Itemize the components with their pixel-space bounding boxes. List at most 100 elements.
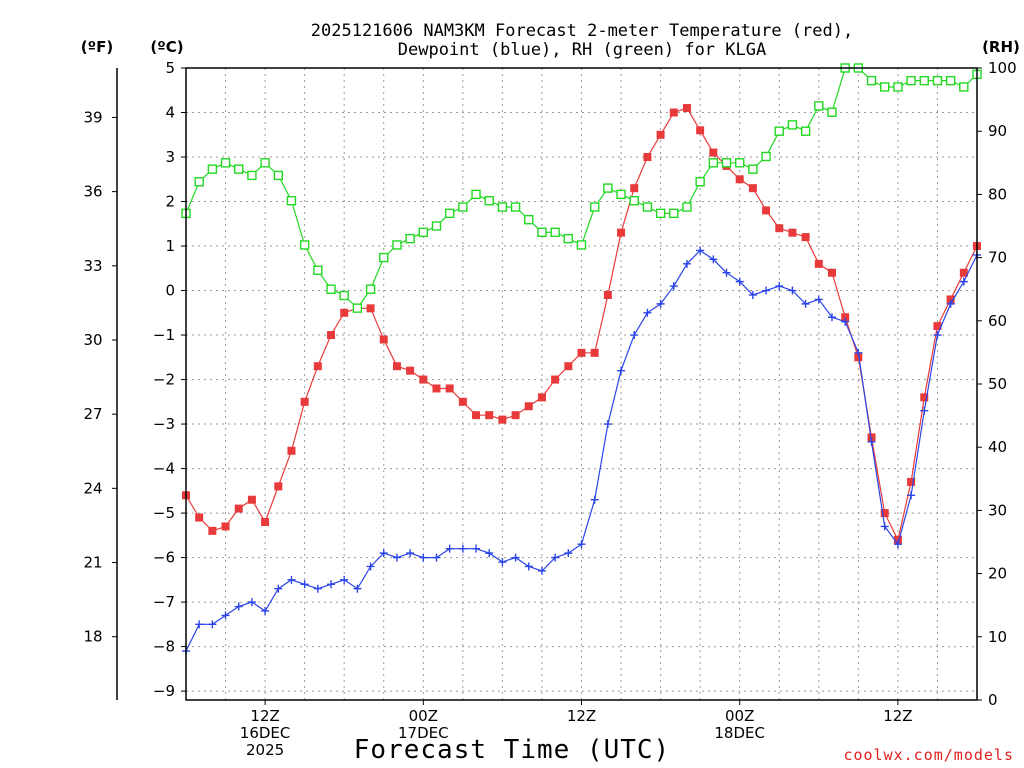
chart-title-line-2: Dewpoint (blue), RH (green) for KLGA — [398, 40, 766, 60]
dewpoint-point — [748, 290, 757, 299]
relative-humidity-point — [365, 284, 376, 294]
relative-humidity-point — [959, 82, 969, 92]
2-meter-temperature-point — [485, 411, 494, 420]
2-meter-temperature-point — [656, 130, 665, 139]
dewpoint-point — [775, 282, 784, 291]
2-meter-temperature-point — [867, 433, 876, 442]
2-meter-temperature-point — [880, 509, 889, 518]
2-meter-temperature-point — [933, 322, 942, 331]
relative-humidity-point — [286, 196, 297, 206]
2-meter-temperature-point — [261, 517, 270, 526]
dewpoint-point — [907, 491, 916, 500]
celsius-tick-label: −1 — [153, 326, 175, 344]
celsius-tick-label: 5 — [165, 59, 175, 77]
dewpoint-point — [933, 331, 942, 340]
celsius-tick-label: −2 — [153, 371, 175, 389]
dewpoint-point — [406, 549, 415, 558]
2-meter-temperature-point — [630, 184, 639, 193]
rh-tick-label: 40 — [988, 438, 1007, 456]
relative-humidity-point — [510, 202, 521, 212]
fahrenheit-unit-label: (ºF) — [81, 38, 113, 56]
relative-humidity-point — [945, 75, 956, 86]
relative-humidity-point — [603, 183, 613, 193]
2-meter-temperature-point — [379, 335, 388, 344]
relative-humidity-point — [919, 75, 929, 86]
x-axis-title: Forecast Time (UTC) — [354, 735, 670, 765]
dewpoint-point — [577, 540, 586, 549]
rh-tick-label: 20 — [988, 565, 1007, 583]
relative-humidity-point — [616, 189, 626, 200]
relative-humidity-point — [774, 126, 784, 136]
relative-humidity-point — [471, 189, 481, 200]
relative-humidity-point — [405, 233, 415, 244]
2-meter-temperature-point — [946, 295, 955, 304]
2-meter-temperature-point — [472, 411, 481, 420]
2-meter-temperature-point — [313, 362, 322, 371]
dewpoint-point — [709, 255, 718, 264]
dewpoint-point — [221, 611, 230, 620]
2-meter-temperature-point — [788, 228, 797, 237]
x-tick-label: 12Z — [250, 707, 279, 725]
relative-humidity-point — [339, 290, 349, 301]
fahrenheit-tick-label: 30 — [83, 331, 102, 349]
relative-humidity-point — [418, 227, 428, 238]
fahrenheit-tick-label: 33 — [83, 257, 102, 275]
relative-humidity-point — [299, 240, 310, 250]
2-meter-temperature-point — [959, 268, 968, 277]
2-meter-temperature-point — [392, 362, 401, 371]
dewpoint-point — [300, 580, 309, 589]
chart-title-line-1: 2025121606 NAM3KM Forecast 2-meter Tempe… — [311, 21, 853, 41]
2-meter-temperature-point — [564, 362, 573, 371]
dewpoint-point — [735, 277, 744, 286]
x-tick-label: 18DEC — [714, 724, 765, 742]
relative-humidity-point — [576, 240, 587, 250]
fahrenheit-tick-label: 27 — [83, 405, 102, 423]
dewpoint-point — [524, 562, 533, 571]
fahrenheit-tick-label: 21 — [83, 554, 102, 572]
x-tick-label: 2025 — [246, 741, 284, 759]
2-meter-temperature-point — [854, 353, 863, 362]
2-meter-temperature-point — [735, 175, 744, 184]
2-meter-temperature-point — [775, 224, 784, 233]
dewpoint-point — [432, 553, 441, 562]
dewpoint-point — [722, 268, 731, 277]
2-meter-temperature-point — [537, 393, 546, 402]
relative-humidity-point — [748, 164, 758, 174]
dewpoint-point — [353, 584, 362, 593]
2-meter-temperature-point — [682, 104, 691, 113]
2-meter-temperature-point — [893, 535, 902, 544]
2-meter-temperature-point — [748, 184, 757, 193]
2-meter-temperature-point — [814, 259, 823, 268]
rh-tick-label: 0 — [988, 691, 998, 709]
relative-humidity-point — [814, 101, 824, 111]
2-meter-temperature-point — [841, 313, 850, 322]
dewpoint-point — [696, 246, 705, 255]
rh-tick-label: 80 — [988, 185, 1007, 203]
dewpoint-point — [946, 299, 955, 308]
2-meter-temperature-point — [577, 348, 586, 357]
fahrenheit-tick-label: 18 — [83, 628, 102, 646]
2-meter-temperature-point — [327, 331, 336, 340]
dewpoint-point — [511, 553, 520, 562]
dewpoint-point — [551, 553, 560, 562]
tick-layer: 543210−1−2−3−4−5−6−7−8−93936333027242118… — [83, 59, 1016, 709]
dewpoint-point — [590, 495, 599, 504]
relative-humidity-point — [800, 126, 811, 136]
2-meter-temperature-point — [920, 393, 929, 402]
dewpoint-point — [261, 606, 270, 615]
2-meter-temperature-point — [234, 504, 243, 513]
dewpoint-point — [537, 566, 546, 575]
relative-humidity-point — [431, 221, 442, 231]
dewpoint-point — [327, 580, 336, 589]
dewpoint-point — [366, 562, 375, 571]
rh-tick-label: 70 — [988, 249, 1007, 267]
relative-humidity-point — [524, 214, 534, 225]
celsius-tick-label: −5 — [153, 504, 175, 522]
2-meter-temperature-point — [709, 148, 718, 157]
celsius-tick-label: −6 — [153, 549, 175, 567]
dewpoint-point — [419, 553, 428, 562]
relative-humidity-point — [642, 202, 653, 212]
relative-humidity-point — [234, 164, 244, 174]
rh-tick-label: 50 — [988, 375, 1007, 393]
